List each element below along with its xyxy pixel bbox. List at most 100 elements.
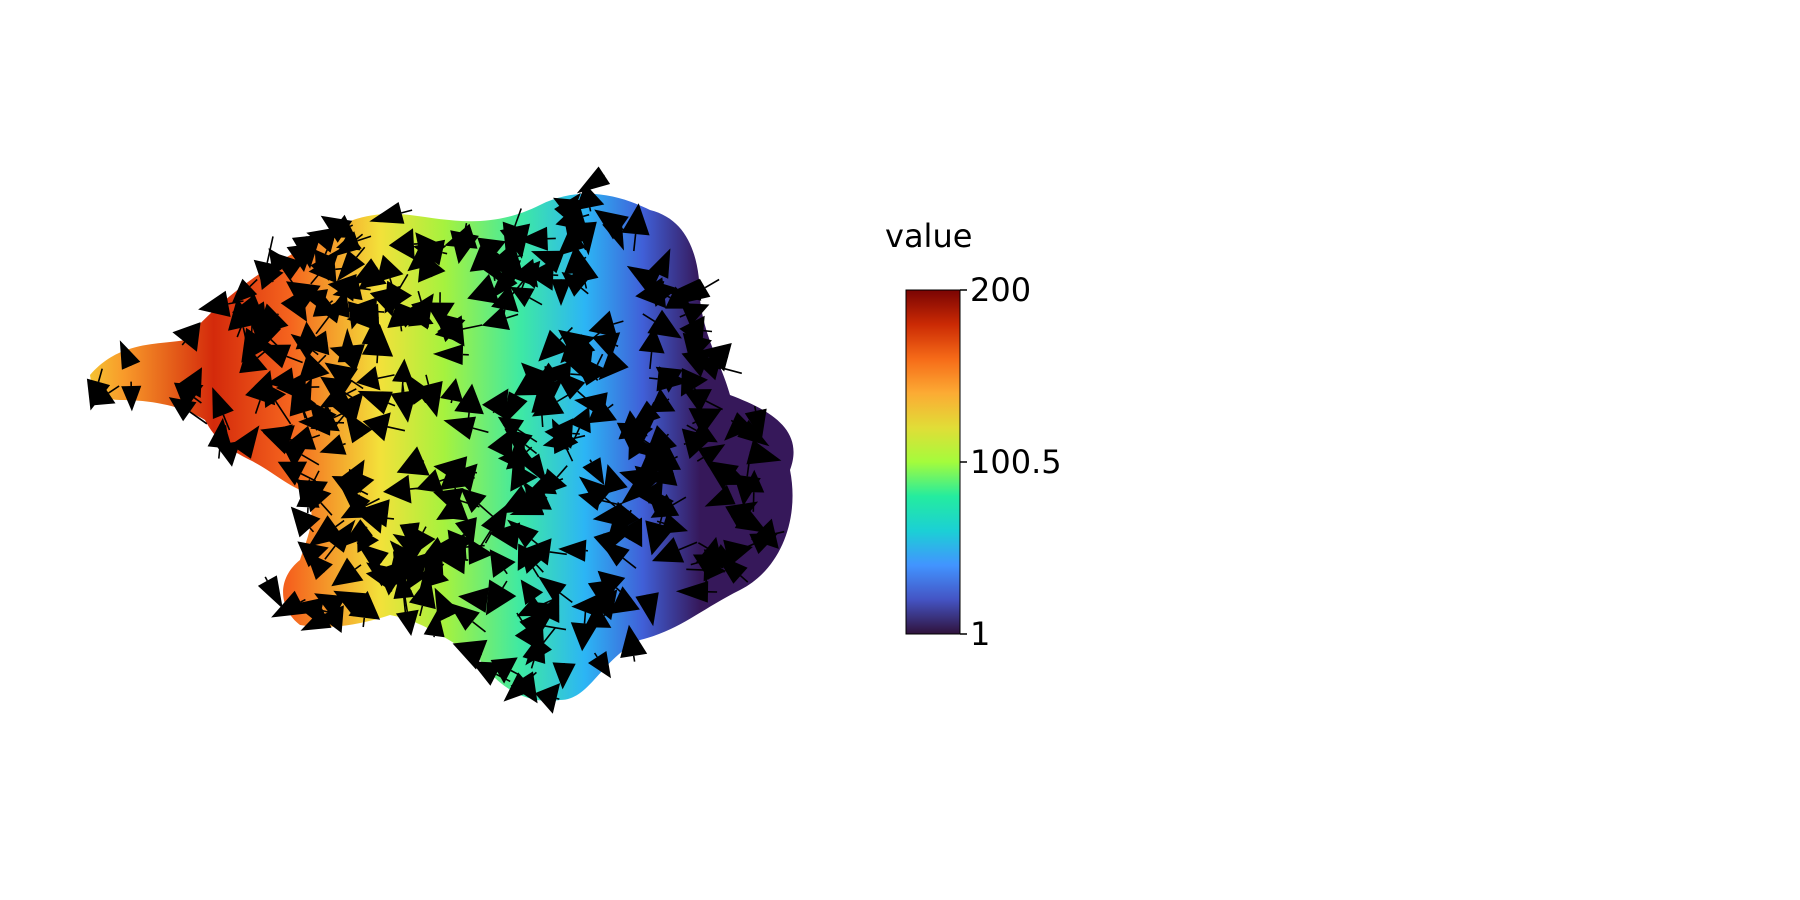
quiver-arrow-shaft — [218, 447, 221, 459]
quiver-arrow-head — [291, 378, 312, 407]
quiver-arrow-head — [582, 457, 605, 486]
quiver-arrow-shaft — [409, 486, 427, 490]
quiver-arrow-head — [737, 420, 770, 447]
quiver-arrow-shaft — [331, 415, 345, 430]
quiver-arrow-head — [621, 473, 655, 505]
quiver-arrow — [258, 263, 284, 290]
quiver-arrow — [260, 425, 295, 454]
quiver-arrow-shaft — [421, 397, 427, 404]
quiver-arrow-head — [297, 541, 329, 568]
quiver-arrow-shaft — [502, 309, 506, 318]
quiver-arrow — [320, 215, 357, 243]
quiver-arrow-shaft — [377, 374, 395, 380]
quiver-arrow — [563, 246, 594, 275]
quiver-arrow — [173, 382, 204, 411]
quiver-arrow-head — [458, 587, 489, 613]
quiver-arrow-shaft — [329, 300, 334, 304]
quiver-arrow — [481, 306, 519, 330]
quiver-arrow-shaft — [659, 379, 663, 382]
quiver-arrow-shaft — [565, 447, 574, 462]
quiver-arrow-shaft — [620, 227, 626, 232]
quiver-arrow-head — [567, 406, 591, 434]
quiver-arrow-shaft — [529, 297, 543, 306]
quiver-arrow — [356, 542, 389, 572]
quiver-arrow — [527, 471, 564, 495]
quiver-arrow-shaft — [542, 627, 556, 644]
quiver-arrow-head — [688, 408, 722, 436]
quiver-arrow-head — [297, 478, 326, 506]
quiver-arrow — [336, 231, 372, 251]
quiver-arrow — [502, 391, 528, 426]
quiver-arrow — [451, 463, 478, 493]
quiver-arrow — [519, 609, 567, 641]
quiver-arrow-shaft — [753, 406, 757, 412]
quiver-arrow-head — [499, 485, 535, 514]
quiver-arrow-head — [608, 517, 635, 552]
quiver-arrow — [356, 366, 395, 391]
quiver-arrow-head — [560, 337, 586, 364]
quiver-arrow-shaft — [311, 298, 316, 302]
quiver-arrow-head — [597, 570, 626, 598]
quiver-arrow-head — [271, 590, 307, 618]
quiver-arrow-shaft — [466, 412, 470, 428]
quiver-arrow-head — [418, 251, 446, 283]
quiver-arrow-shaft — [378, 265, 390, 275]
quiver-arrow-shaft — [450, 400, 453, 404]
quiver-arrow-shaft — [396, 581, 413, 593]
quiver-arrow-shaft — [108, 385, 120, 394]
quiver-arrow-head — [690, 420, 718, 443]
quiver-arrow-shaft — [311, 434, 321, 439]
quiver-arrow — [591, 332, 621, 359]
quiver-arrow — [290, 333, 320, 360]
quiver-arrow-shaft — [277, 313, 279, 316]
quiver-arrow — [369, 202, 413, 224]
quiver-arrow — [362, 412, 406, 442]
quiver-arrow-shaft — [632, 655, 636, 662]
quiver-arrow — [655, 366, 683, 393]
quiver-arrow-head — [89, 382, 116, 406]
quiver-arrow-head — [258, 263, 284, 290]
quiver-arrow — [588, 310, 624, 338]
quiver-arrow-head — [649, 388, 676, 413]
quiver-arrow-shaft — [242, 327, 247, 341]
quiver-arrow-shaft — [649, 377, 658, 380]
quiver-arrow — [725, 501, 759, 528]
quiver-arrow-shaft — [623, 513, 627, 516]
quiver-arrow — [348, 590, 381, 628]
quiver-arrow — [319, 434, 347, 455]
quiver-arrow-head — [320, 215, 353, 243]
quiver-arrow-head — [402, 293, 434, 330]
quiver-arrow-head — [402, 370, 432, 405]
quiver-arrow — [608, 509, 635, 552]
quiver-arrow — [280, 289, 308, 322]
quiver-arrow-shaft — [442, 251, 448, 255]
quiver-arrow — [268, 248, 297, 289]
quiver-arrow — [576, 166, 611, 194]
quiver-arrow-shaft — [402, 589, 409, 612]
quiver-arrow-shaft — [686, 424, 697, 432]
quiver-arrow — [467, 273, 500, 304]
quiver-arrow — [680, 368, 708, 402]
quiver-arrow-head — [365, 563, 397, 592]
quiver-arrow-shaft — [775, 530, 785, 535]
quiver-arrow — [395, 589, 419, 636]
quiver-arrow-head — [439, 495, 469, 521]
quiver-arrow — [531, 250, 565, 274]
quiver-arrow-shaft — [472, 427, 489, 434]
quiver-arrow-head — [198, 290, 231, 317]
quiver-arrow — [212, 387, 234, 431]
quiver-arrow — [383, 474, 427, 504]
quiver-arrow-head — [207, 417, 233, 449]
quiver-arrow-head — [425, 302, 455, 327]
quiver-arrow-head — [552, 662, 576, 690]
quiver-arrow-head — [314, 249, 336, 275]
quiver-arrow-shaft — [696, 456, 704, 462]
quiver-arrow-shaft — [403, 597, 407, 614]
quiver-arrows — [86, 166, 785, 714]
quiver-arrow-head — [331, 557, 364, 587]
quiver-arrow-shaft — [329, 606, 333, 612]
quiver-arrow-head — [294, 597, 325, 624]
quiver-arrow-head — [497, 445, 525, 472]
quiver-arrow-shaft — [364, 497, 380, 507]
quiver-arrow-shaft — [478, 503, 495, 519]
